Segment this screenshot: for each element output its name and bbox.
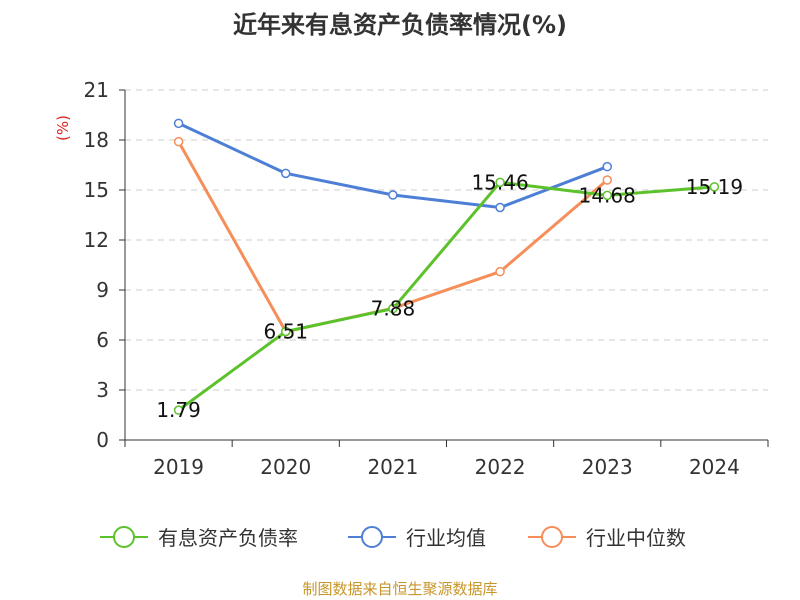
y-tick-label: 12 [84,228,109,252]
data-labels: 1.79 6.51 7.88 15.46 14.68 15.19 [156,170,743,422]
data-label: 7.88 [371,297,416,321]
data-label: 1.79 [156,398,201,422]
chart-title: 近年来有息资产负债率情况(%) [233,11,567,39]
data-point [602,190,612,201]
y-tick-label: 15 [84,178,109,202]
legend-marker [541,526,563,548]
data-point [173,405,184,415]
y-tick-label: 9 [96,278,109,302]
data-point [709,182,720,192]
data-point [173,136,184,147]
x-tick-label: 2020 [260,455,311,479]
y-tick-label: 21 [84,78,109,102]
y-tick-label: 18 [84,128,109,152]
data-point [388,303,398,314]
x-tick-label: 2022 [475,455,526,479]
x-tick-label: 2023 [582,455,633,479]
y-tick-label: 3 [96,378,109,402]
axes: 0 3 6 9 12 15 18 21 2019 2020 2021 2022 2023 2024 [84,78,769,479]
legend-label: 有息资产负债率 [158,526,298,550]
legend-marker [361,526,383,548]
data-point [388,190,398,200]
legend-label: 行业均值 [406,526,486,550]
data-point [495,266,505,277]
data-point [281,168,291,179]
series-line [177,180,715,412]
data-label: 6.51 [263,320,308,344]
data-point [602,161,612,172]
legend-marker [113,526,135,548]
y-tick-label: 6 [96,328,109,352]
data-point [173,118,184,129]
data-point [495,202,505,213]
legend: 有息资产负债率 行业均值 行业中位数 [100,526,686,550]
data-label: 14.68 [579,183,636,207]
grid [125,89,768,391]
x-tick-label: 2024 [689,455,740,479]
data-point [495,177,505,188]
data-point [281,326,291,337]
x-tick-label: 2019 [153,455,204,479]
legend-label: 行业中位数 [586,526,686,550]
x-tick-label: 2021 [367,455,418,479]
series [173,118,720,415]
source-note: 制图数据来自恒生聚源数据库 [302,580,497,598]
y-axis-label: (%) [54,115,72,141]
data-label: 15.46 [471,170,528,194]
data-point [602,175,612,185]
data-label: 15.19 [686,175,743,199]
y-tick-label: 0 [96,428,109,452]
